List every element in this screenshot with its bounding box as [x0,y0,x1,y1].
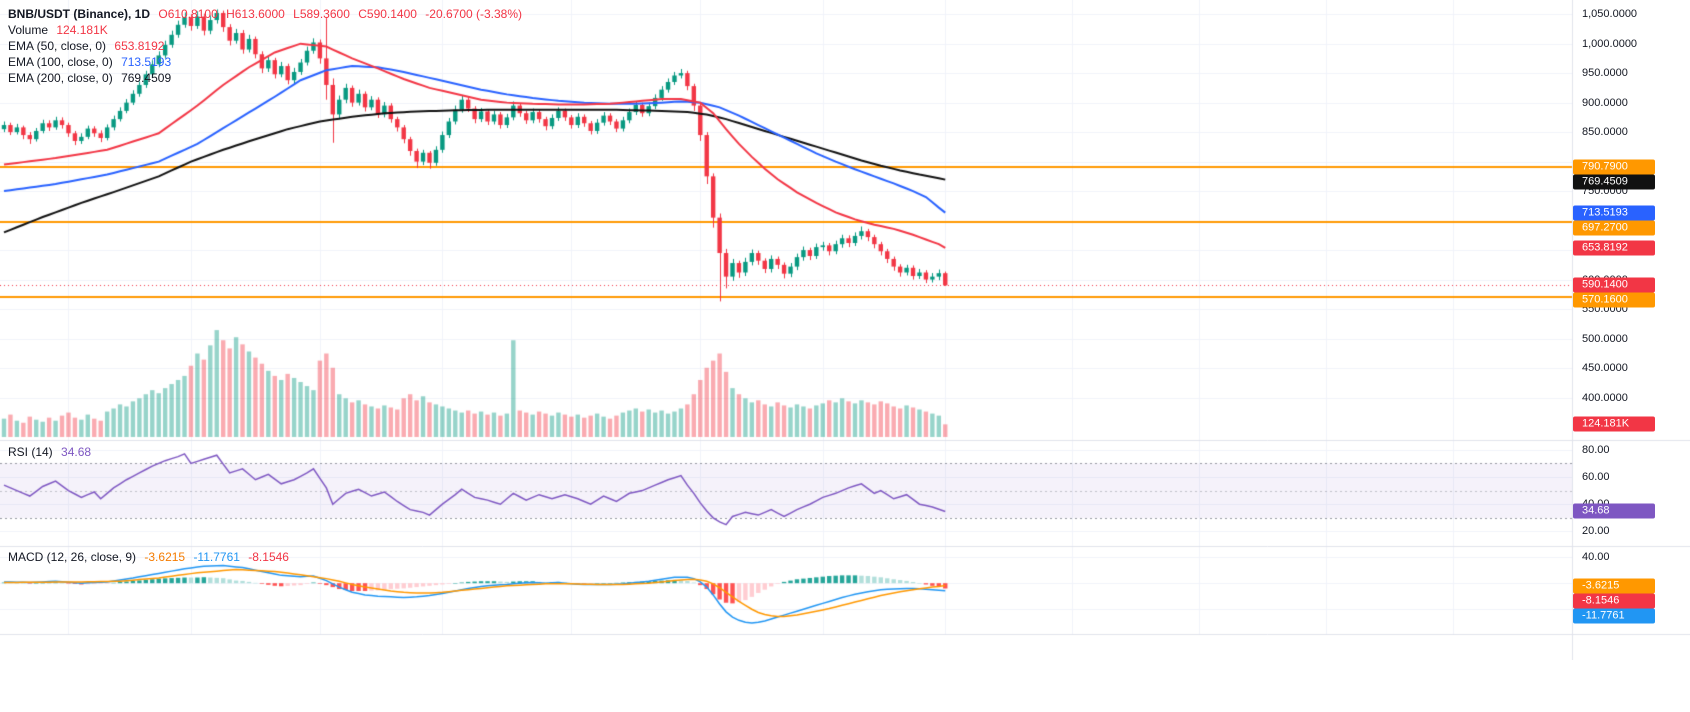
price-axis[interactable] [1572,0,1690,634]
volume-legend-row[interactable]: Volume 124.181K [8,22,522,38]
ema100-value: 713.5193 [121,55,172,69]
rsi-axis-label: 60.00 [1582,471,1610,483]
legend-panel: BNB/USDT (Binance), 1D O610.8100 H613.60… [8,6,522,86]
macd-value-badge: -11.7761 [1573,608,1655,624]
ema50-legend-row[interactable]: EMA (50, close, 0) 653.8192 [8,38,522,54]
rsi-legend-row[interactable]: RSI (14) 34.68 [8,445,91,459]
price-level-badge: 570.1600 [1573,292,1655,308]
macd-legend-row[interactable]: MACD (12, 26, close, 9) -3.6215 -11.7761… [8,550,289,564]
ema200-value: 769.4509 [121,71,172,85]
ema200-label: EMA (200, close, 0) [8,71,113,85]
ema200-legend-row[interactable]: EMA (200, close, 0) 769.4509 [8,70,522,86]
rsi-label: RSI (14) [8,445,53,459]
volume-value: 124.181K [56,23,108,37]
ohlc-change: -20.6700 (-3.38%) [425,7,523,21]
price-axis-label: 950.0000 [1582,67,1628,80]
rsi-value-badge: 34.68 [1573,503,1655,519]
ohlc-open: O610.8100 [158,7,218,21]
ema100-legend-row[interactable]: EMA (100, close, 0) 713.5193 [8,54,522,70]
price-level-badge: 713.5193 [1573,205,1655,221]
macd-value-badge: -8.1546 [1573,593,1655,609]
symbol-legend-row[interactable]: BNB/USDT (Binance), 1D O610.8100 H613.60… [8,6,522,22]
price-level-badge: 697.2700 [1573,220,1655,236]
price-level-badge: 653.8192 [1573,240,1655,256]
rsi-axis-label: 20.00 [1582,525,1610,538]
macd-value-badge: -3.6215 [1573,578,1655,594]
macd-label: MACD (12, 26, close, 9) [8,550,137,564]
price-axis-label: 500.0000 [1582,332,1628,345]
price-axis-label: 1,000.0000 [1582,37,1638,50]
price-axis-label: 450.0000 [1582,362,1628,375]
price-level-badge: 769.4509 [1573,174,1655,190]
time-axis[interactable]: SepOctNovDec2026FebMarAprMayJunJulAug [0,634,1690,660]
price-axis-label: 1,050.0000 [1582,8,1638,21]
chart-canvas[interactable] [0,0,1690,660]
price-axis-label: 900.0000 [1582,96,1628,109]
ema50-label: EMA (50, close, 0) [8,39,107,53]
ema100-label: EMA (100, close, 0) [8,55,113,69]
symbol-title: BNB/USDT (Binance), 1D [8,7,151,21]
macd-signal-value: -3.6215 [144,550,186,564]
ohlc-high: H613.6000 [226,7,285,21]
macd-axis-label: 40.00 [1582,551,1610,564]
price-axis-label: 400.0000 [1582,391,1628,404]
price-level-badge: 790.7900 [1573,159,1655,175]
rsi-value: 34.68 [61,445,92,459]
price-axis-label: 850.0000 [1582,126,1628,139]
price-level-badge: 590.1400 [1573,277,1655,293]
ohlc-low: L589.3600 [293,7,350,21]
volume-value-badge: 124.181K [1573,416,1655,432]
ema50-value: 653.8192 [114,39,165,53]
macd-histogram-value: -8.1546 [248,550,289,564]
macd-line-value: -11.7761 [193,550,240,564]
rsi-axis-label: 80.00 [1582,443,1610,456]
volume-label: Volume [8,23,49,37]
ohlc-close: C590.1400 [358,7,417,21]
